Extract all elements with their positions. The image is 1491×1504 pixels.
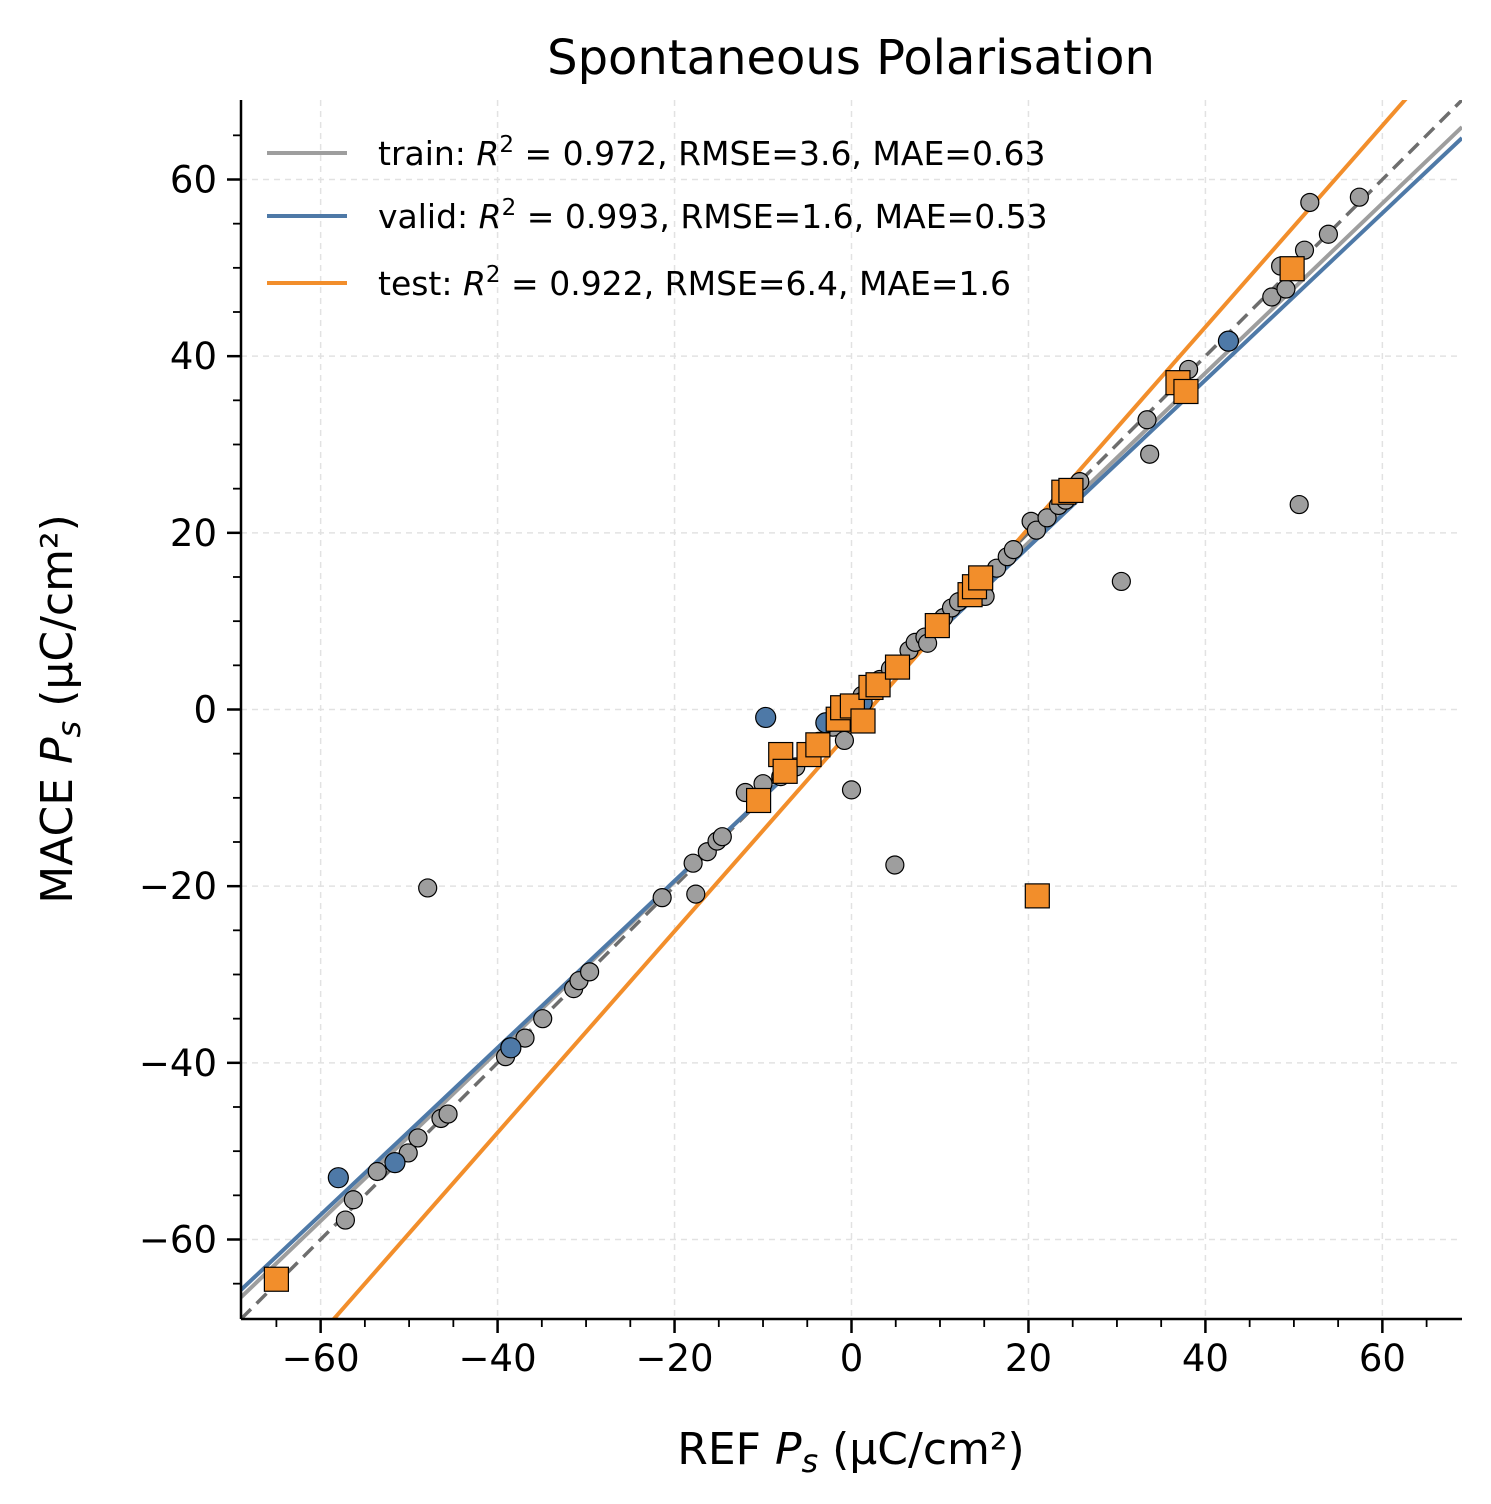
y-tick-label: −20 — [139, 865, 217, 908]
x-tick-label: 60 — [1359, 1337, 1406, 1380]
x-tick-label: 40 — [1182, 1337, 1229, 1380]
data-point-test — [850, 708, 876, 734]
data-point-train — [335, 1210, 356, 1230]
data-point-train — [1140, 444, 1160, 464]
data-point-train — [580, 962, 600, 982]
data-point-train — [418, 878, 438, 898]
y-tick-label: −40 — [139, 1042, 217, 1085]
data-point-train — [652, 888, 672, 908]
x-tick-label: −40 — [459, 1337, 537, 1380]
legend-label-test: test: R2 = 0.922, RMSE=6.4, MAE=1.6 — [378, 262, 1011, 303]
data-point-train — [1318, 224, 1338, 244]
data-point-test — [1024, 883, 1050, 909]
data-point-valid — [500, 1037, 522, 1059]
data-point-test — [772, 758, 798, 784]
x-axis-label: REF Ps (µC/cm²) — [677, 1424, 1024, 1480]
data-point-train — [841, 780, 862, 800]
data-point-test — [263, 1266, 289, 1292]
data-point-test — [1279, 256, 1305, 282]
data-point-valid — [755, 706, 777, 729]
y-tick-label: 20 — [170, 512, 217, 555]
data-point-train — [533, 1009, 553, 1029]
series-test — [263, 256, 1305, 1292]
data-point-train — [515, 1028, 535, 1048]
data-point-test — [968, 565, 994, 591]
data-point-test — [805, 732, 831, 758]
y-tick-label: 60 — [170, 159, 217, 202]
data-point-valid — [384, 1152, 406, 1174]
x-tick-label: 0 — [840, 1337, 864, 1380]
x-tick-label: 20 — [1005, 1337, 1052, 1380]
data-point-train — [885, 855, 905, 875]
data-point-train — [683, 853, 703, 873]
x-tick-label: −20 — [635, 1337, 713, 1380]
y-axis-label: MACE Ps (µC/cm²) — [32, 514, 88, 904]
ticks: −60 −60 −40 −40 −20 −20 0 0 20 20 40 40 60 60 — [139, 134, 1428, 1380]
data-point-train — [343, 1190, 363, 1210]
data-point-train — [1276, 279, 1296, 299]
data-points-layer — [263, 187, 1369, 1292]
legend: train: R2 = 0.972, RMSE=3.6, MAE=0.63 va… — [267, 132, 1048, 303]
x-tick-label: −60 — [282, 1337, 360, 1380]
chart-title: Spontaneous Polarisation — [547, 30, 1155, 86]
data-point-train — [1111, 571, 1131, 592]
data-point-train — [1349, 187, 1369, 207]
data-point-train — [1026, 520, 1047, 540]
y-tick-label: 0 — [193, 689, 217, 732]
y-tick-label: 40 — [170, 335, 217, 378]
data-point-train — [438, 1104, 458, 1124]
data-point-train — [712, 827, 732, 847]
data-point-train — [408, 1128, 428, 1148]
data-point-test — [1173, 378, 1199, 405]
data-point-train — [1137, 410, 1157, 430]
grid — [241, 100, 1462, 1319]
data-point-test — [745, 787, 772, 814]
y-tick-label: −60 — [139, 1219, 217, 1262]
data-point-test — [924, 612, 950, 639]
data-point-train — [367, 1161, 387, 1182]
data-point-train — [1300, 192, 1320, 213]
data-point-test — [884, 654, 911, 680]
data-point-train — [686, 884, 706, 904]
legend-label-train: train: R2 = 0.972, RMSE=3.6, MAE=0.63 — [378, 132, 1045, 173]
data-point-valid — [327, 1167, 349, 1189]
data-point-test — [1058, 477, 1084, 504]
data-point-train — [1289, 494, 1309, 515]
legend-label-valid: valid: R2 = 0.993, RMSE=1.6, MAE=0.53 — [378, 195, 1048, 236]
data-point-train — [834, 730, 855, 751]
data-point-valid — [1217, 330, 1240, 352]
data-point-train — [1003, 540, 1024, 560]
data-point-train — [1037, 508, 1057, 528]
